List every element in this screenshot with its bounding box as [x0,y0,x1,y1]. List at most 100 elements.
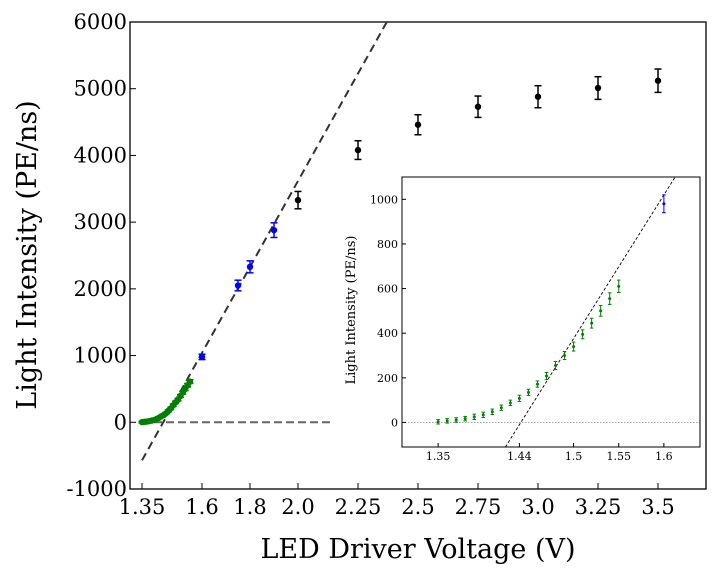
marker [474,103,482,110]
blue-data-point [198,353,206,361]
x-tick-label: 1.44 [507,450,532,463]
black-data-point [654,68,662,94]
x-tick-label: 1.35 [426,450,451,463]
main-x-ticks: 1.35 1.6 1.8 2.0 2.25 2.5 2.75 3.0 3.25 3.5 [119,483,675,519]
main-y-ticks: -1000 0 1000 2000 3000 4000 5000 6000 [66,10,136,501]
marker [454,418,458,422]
inset-fit-line-group [505,176,676,448]
marker [534,93,542,100]
marker [608,297,612,301]
main-y-axis-label: Light Intensity (PE/ns) [12,100,43,409]
blue-data-point [246,260,254,274]
marker [463,417,467,421]
marker [270,226,278,234]
x-tick-label: 3.0 [521,495,554,519]
green-data-point [445,418,449,424]
green-data-point [179,389,187,396]
marker [590,321,594,325]
main-data-points [138,68,662,426]
green-data-point [562,350,567,361]
y-tick-label: 400 [377,327,398,340]
marker [526,390,530,394]
marker [445,419,449,423]
inset-y-ticks: 0 200 400 600 800 1000 [370,193,406,429]
green-data-point [481,411,486,419]
x-tick-label: 1.35 [119,495,166,519]
y-tick-label: 1000 [74,344,127,368]
inset-x-ticks: 1.35 1.44 1.5 1.55 1.6 [426,443,673,463]
y-tick-label: 0 [391,416,398,429]
green-data-point [508,399,513,406]
green-data-point [535,380,540,388]
x-tick-label: 1.55 [606,450,631,463]
y-tick-label: 200 [377,372,398,385]
green-data-point [544,371,549,381]
blue-data-point [234,279,242,292]
green-data-point [607,292,612,305]
x-tick-label: 2.25 [335,495,382,519]
green-data-point [499,404,504,411]
black-data-point [294,190,302,210]
green-data-point [186,378,194,385]
marker [294,196,302,204]
black-data-point [594,75,602,101]
x-tick-label: 2.75 [455,495,502,519]
x-tick-label: 2.5 [401,495,434,519]
green-data-point [571,341,576,352]
marker [544,374,548,378]
green-data-point [472,413,477,421]
y-tick-label: 4000 [74,143,127,167]
x-tick-label: 3.5 [641,495,674,519]
marker [481,413,485,417]
marker [246,263,254,271]
marker [617,284,621,288]
black-data-point [534,84,542,109]
marker [354,146,362,154]
x-tick-label: 3.25 [575,495,622,519]
green-data-point [616,279,621,294]
x-tick-label: 1.5 [565,450,583,463]
x-tick-label: 1.8 [233,495,266,519]
y-tick-label: 0 [114,410,127,434]
marker [436,420,440,424]
main-x-axis-label: LED Driver Voltage (V) [260,534,575,565]
y-tick-label: 2000 [74,277,127,301]
inset-data-points [436,194,666,425]
y-tick-label: 600 [377,283,398,296]
y-tick-label: 6000 [74,10,127,34]
green-data-point [517,394,522,402]
green-data-point [436,419,440,425]
x-tick-label: 2.0 [281,495,314,519]
marker [599,309,603,313]
marker [554,364,558,368]
inset-plot-background [402,177,700,447]
green-data-point [589,317,594,329]
y-tick-label: 1000 [370,193,398,206]
black-data-point [474,95,482,119]
y-tick-label: 800 [377,238,398,251]
marker [198,353,206,361]
inset-y-axis-label: Light Intensity (PE/ns) [344,236,359,385]
main-chart: 1.35 1.6 1.8 2.0 2.25 2.5 2.75 3.0 3.25 3.5 -1000… [12,10,707,565]
marker [508,401,512,405]
green-data-point [598,305,603,317]
inset-fit-line [505,176,676,448]
y-tick-label: 5000 [74,77,127,101]
marker [499,406,503,410]
x-tick-label: 1.6 [185,495,218,519]
green-data-point [490,408,495,415]
inset-plot-frame [401,176,701,448]
marker [662,202,666,206]
marker [572,345,576,349]
marker [581,332,585,336]
blue-data-point [662,194,666,214]
marker [654,77,662,84]
green-data-point [526,388,531,396]
y-tick-label: -1000 [66,477,127,501]
marker [186,378,194,385]
black-data-point [354,140,362,161]
marker [490,410,494,414]
marker [414,121,422,128]
